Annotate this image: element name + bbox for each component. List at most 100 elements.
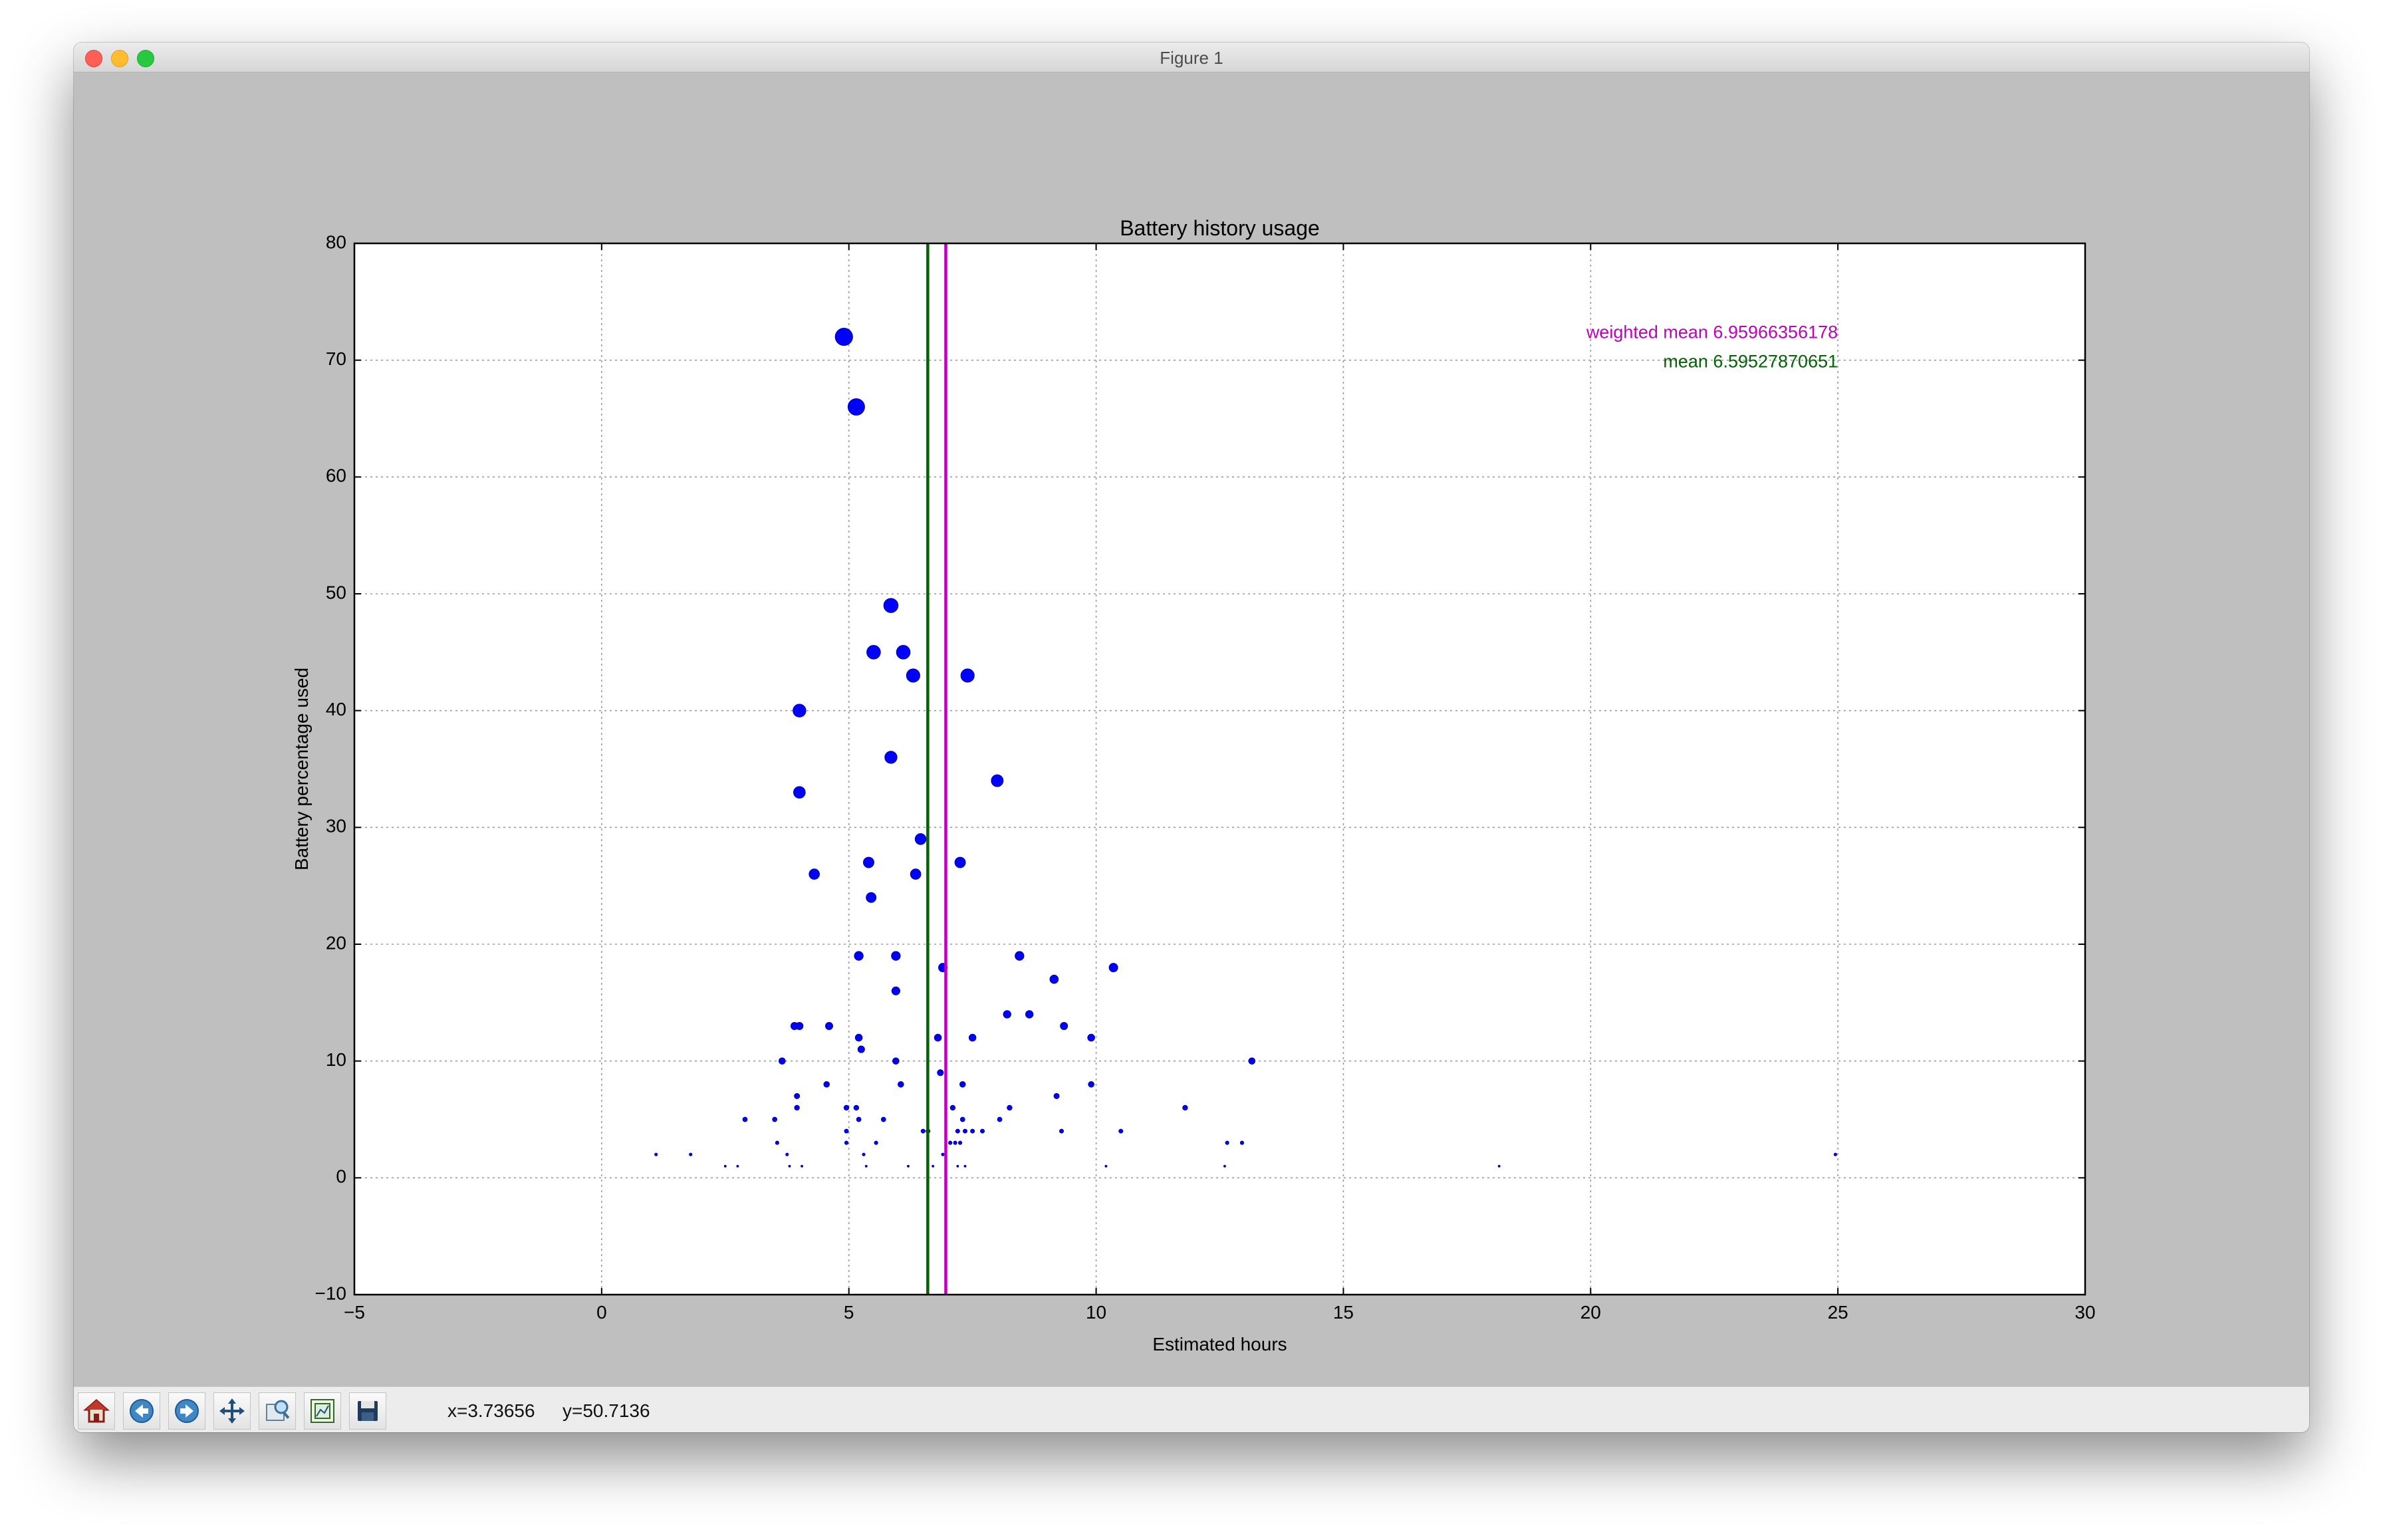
y-tick-label: 70 [326,348,346,369]
zoom-button[interactable] [259,1392,296,1430]
data-point [991,774,1004,787]
data-point [892,1057,900,1065]
data-point [854,951,864,961]
data-point [941,1152,945,1156]
data-point [932,1164,935,1168]
maximize-window-button[interactable] [137,50,154,67]
title-bar: Figure 1 [74,43,2309,72]
data-point [844,1140,849,1145]
scatter-chart: weighted mean 6.95966356178 mean 6.595278… [291,216,2096,1354]
close-window-button[interactable] [85,50,102,67]
x-tick-label: 5 [844,1302,854,1323]
data-point [957,1140,963,1145]
data-point [823,1081,830,1088]
y-tick-label: 20 [326,932,346,953]
x-tick-label: 0 [596,1302,607,1323]
data-point [809,868,820,880]
data-point [1087,1033,1095,1042]
data-point [689,1152,693,1156]
y-axis-label: Battery percentage used [291,668,312,870]
data-point [793,704,807,717]
x-tick-label: 30 [2074,1302,2095,1323]
y-tick-label: 10 [326,1049,346,1070]
pan-icon [219,1398,245,1424]
window-title: Figure 1 [1160,48,1223,68]
pan-button[interactable] [213,1392,251,1430]
data-point [1049,974,1059,984]
data-point [914,833,927,845]
x-tick-label: 20 [1580,1302,1601,1323]
weighted-mean-label: weighted mean 6.95966356178 [1586,322,1838,342]
data-point [891,951,901,961]
data-point [960,668,975,683]
figure-window: Figure 1 weighted mean 6.95966356178 mean… [74,43,2309,1432]
y-tick-label: 40 [326,699,346,719]
data-point [772,1116,778,1122]
cursor-y-readout: y=50.7136 [563,1400,650,1421]
data-point [736,1164,739,1168]
data-point [962,1128,967,1134]
data-point [949,1104,956,1111]
data-point [980,1128,985,1134]
configure-subplots-button[interactable] [304,1392,341,1430]
data-point [959,1081,966,1088]
data-point [723,1164,727,1168]
data-point [794,1104,800,1111]
y-tick-label: 60 [326,465,346,486]
data-point [794,1092,801,1099]
data-point [1025,1010,1034,1019]
minimize-window-button[interactable] [111,50,128,67]
data-point [934,1033,942,1042]
data-point [948,1140,953,1145]
data-point [863,856,874,868]
data-point [1225,1140,1229,1145]
data-point [785,1152,789,1156]
forward-icon [175,1399,199,1423]
chart-title: Battery history usage [1120,216,1320,240]
data-point [854,1033,863,1042]
data-point [779,1057,786,1065]
data-point [874,1140,878,1145]
data-point [997,1116,1003,1122]
data-point [1088,1081,1094,1088]
data-point [1060,1021,1068,1030]
data-point [907,1164,910,1168]
data-point [1223,1164,1226,1168]
data-point [857,1045,865,1053]
data-point [954,856,966,868]
data-point [801,1164,804,1168]
data-point [866,645,881,660]
data-point [1003,1010,1011,1019]
x-tick-label: 10 [1086,1302,1106,1323]
save-button[interactable] [349,1392,386,1430]
y-tick-label: 0 [336,1166,346,1187]
data-point [1059,1128,1065,1134]
data-point [788,1164,791,1168]
data-point [742,1116,748,1122]
x-axis-label: Estimated hours [1152,1334,1287,1354]
back-icon [130,1399,154,1423]
home-icon [83,1399,110,1423]
data-point [1108,963,1118,973]
data-point [906,668,920,683]
data-point [1104,1164,1108,1168]
data-point [795,1021,804,1030]
data-point [968,1033,977,1042]
data-point [920,1128,926,1134]
data-point [843,1104,850,1111]
data-point [824,1021,833,1030]
data-point [896,645,911,660]
forward-button[interactable] [168,1392,205,1430]
y-tick-label: 80 [326,231,346,252]
data-point [862,1152,866,1156]
figure-canvas[interactable]: weighted mean 6.95966356178 mean 6.595278… [74,72,2309,1386]
data-point [970,1128,975,1134]
data-point [937,1069,944,1077]
save-icon [358,1401,378,1421]
data-point [1015,951,1025,961]
data-point [898,1081,904,1088]
home-button[interactable] [78,1392,115,1430]
data-point [853,1104,860,1111]
y-tick-label: −10 [315,1283,347,1303]
back-button[interactable] [123,1392,160,1430]
